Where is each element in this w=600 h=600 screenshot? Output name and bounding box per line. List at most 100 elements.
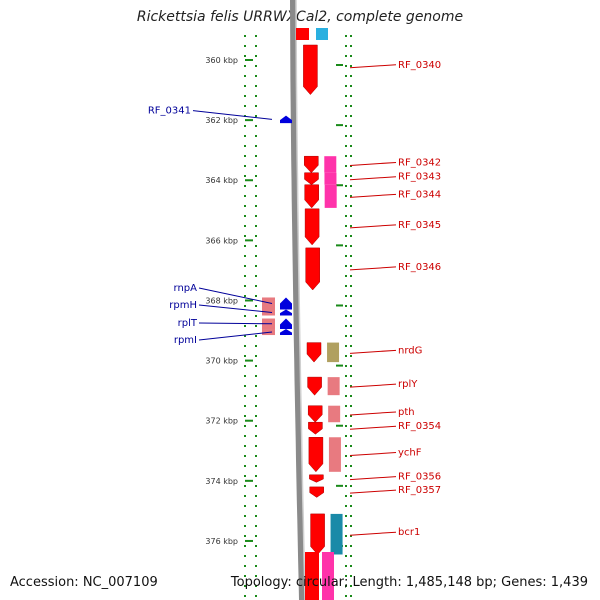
gene-label-rf_0354[interactable]: RF_0354	[398, 421, 441, 432]
gene-arrow-rply[interactable]	[307, 376, 322, 396]
gene-label-pth[interactable]: pth	[398, 407, 415, 418]
gene-label-rf_0345[interactable]: RF_0345	[398, 220, 441, 231]
gene-label-rf_0346[interactable]: RF_0346	[398, 262, 441, 273]
tick-mark	[245, 359, 253, 362]
gene-label-rf_0344[interactable]: RF_0344	[398, 189, 441, 200]
label-leader	[349, 266, 397, 271]
tick-mark-right	[336, 424, 343, 427]
tick-label: 372 kbp	[205, 417, 238, 426]
tick-mark	[245, 479, 253, 482]
label-leader	[349, 411, 397, 416]
label-leader	[349, 193, 397, 198]
gene-label-rf_0341[interactable]: RF_0341	[148, 106, 191, 117]
label-leader	[349, 531, 397, 536]
cog-block	[327, 342, 340, 363]
gene-arrow-rpmh[interactable]	[280, 309, 292, 316]
label-leader	[198, 304, 273, 314]
tick-label: 360 kbp	[205, 56, 238, 65]
label-leader	[198, 322, 273, 325]
gene-arrow-rplt[interactable]	[280, 318, 292, 330]
cog-block	[327, 377, 340, 396]
label-leader	[349, 452, 397, 457]
gene-arrow-rf_0341[interactable]	[280, 115, 292, 124]
gene-label-rply[interactable]: rplY	[398, 379, 418, 390]
label-leader	[349, 489, 397, 494]
label-leader	[192, 110, 273, 120]
gene-label-rf_0340[interactable]: RF_0340	[398, 60, 441, 71]
tick-mark	[245, 179, 253, 182]
tick-label: 362 kbp	[205, 116, 238, 125]
tick-label: 376 kbp	[205, 537, 238, 546]
cog-category-blocks	[262, 28, 343, 600]
gene-label-rf_0342[interactable]: RF_0342	[398, 157, 441, 168]
cog-block	[328, 437, 341, 472]
tick-mark-right	[336, 184, 343, 187]
gene-label-rf_0343[interactable]: RF_0343	[398, 172, 441, 183]
tick-mark	[245, 539, 253, 542]
tick-label: 364 kbp	[205, 176, 238, 185]
gene-arrow-rf_0357[interactable]	[309, 486, 324, 498]
label-leader	[349, 476, 397, 481]
gene-label-rnpa[interactable]: rnpA	[174, 283, 198, 294]
gene-arrow-nrdg[interactable]	[306, 342, 322, 363]
label-leader	[349, 383, 397, 388]
gene-arrow-rf_0345[interactable]	[304, 208, 320, 246]
gene-arrow-bcr1[interactable]	[310, 513, 325, 555]
tick-mark	[245, 239, 253, 242]
dotted-guides	[244, 35, 352, 597]
gene-label-ychf[interactable]: ychF	[398, 448, 422, 459]
chromosome-backbone	[290, 0, 306, 600]
cog-block	[330, 513, 343, 555]
tick-label: 374 kbp	[205, 477, 238, 486]
gene-arrow-rf_0356[interactable]	[309, 474, 324, 483]
label-leader	[198, 287, 273, 304]
tick-mark-right	[336, 304, 343, 307]
label-leader	[349, 224, 397, 229]
label-leader	[349, 349, 397, 354]
gene-arrow-rf_0340[interactable]	[303, 44, 318, 95]
gene-fragment-top	[296, 28, 309, 40]
gene-arrow-rf_0354[interactable]	[308, 421, 323, 435]
gene-label-rf_0356[interactable]: RF_0356	[398, 472, 441, 483]
tick-mark	[245, 59, 253, 61]
label-leader	[349, 161, 397, 166]
gene-arrow-ychf[interactable]	[308, 437, 324, 473]
tick-mark	[245, 299, 253, 302]
gene-arrow-rf_0344[interactable]	[304, 184, 319, 209]
gene-arrow-rf_0342[interactable]	[304, 155, 319, 174]
label-leader	[198, 331, 273, 341]
reverse-genes: RF_0341 rnpA rpmH rplT rpmI	[148, 106, 292, 346]
gene-arrow-rpmi[interactable]	[280, 329, 292, 335]
gene-label-rpmh[interactable]: rpmH	[169, 300, 197, 311]
gene-label-bcr1[interactable]: bcr1	[398, 527, 420, 538]
tick-mark-right	[336, 484, 343, 487]
cog-block	[328, 405, 341, 423]
label-leader	[349, 176, 397, 181]
tick-mark	[245, 119, 253, 122]
cog-block	[324, 184, 337, 208]
gene-arrow-pth[interactable]	[307, 405, 323, 423]
gene-label-rf_0357[interactable]: RF_0357	[398, 485, 441, 496]
gene-arrow-rnpa[interactable]	[280, 297, 292, 310]
tick-mark-right	[336, 364, 343, 367]
tick-mark-right	[336, 64, 343, 66]
tick-mark	[245, 419, 253, 422]
gene-label-rpmi[interactable]: rpmI	[174, 335, 197, 346]
gene-label-rplt[interactable]: rplT	[178, 318, 198, 329]
cog-block	[316, 28, 328, 40]
cog-block	[262, 297, 275, 310]
gene-arrow-rf_0346[interactable]	[305, 247, 320, 291]
genome-title: Rickettsia felis URRWXCal2, complete gen…	[136, 9, 464, 25]
tick-mark-right	[336, 244, 343, 247]
topology-text: Topology: circular; Length: 1,485,148 bp…	[230, 575, 588, 590]
tick-mark-right	[336, 124, 343, 127]
accession-text: Accession: NC_007109	[10, 575, 158, 590]
cog-block	[324, 156, 337, 173]
tick-label: 370 kbp	[205, 357, 238, 366]
gene-label-nrdg[interactable]: nrdG	[398, 345, 422, 356]
tick-label: 366 kbp	[205, 236, 238, 245]
forward-genes: RF_0340 RF_0342 RF_0343 RF_0344 RF_0345 RF_03…	[296, 28, 441, 600]
gene-arrow-rf_0343[interactable]	[304, 172, 319, 186]
cog-block	[324, 172, 337, 185]
